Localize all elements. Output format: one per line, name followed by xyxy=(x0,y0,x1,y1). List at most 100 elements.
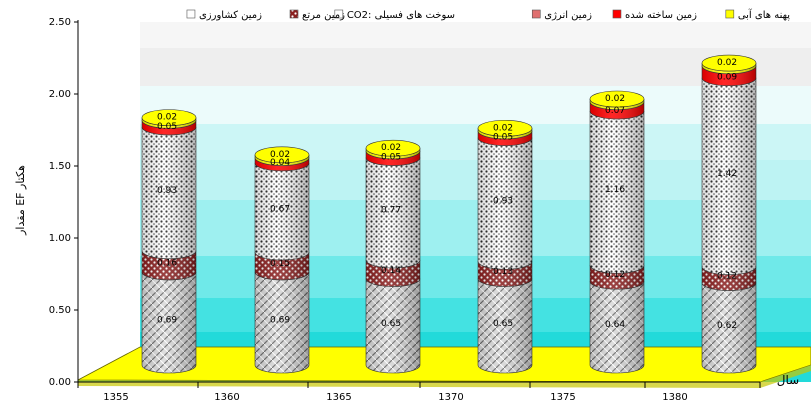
legend-label: پهنه های آبی xyxy=(738,8,790,21)
data-label: 0.13 xyxy=(493,267,513,277)
legend-item: زمین انرژی xyxy=(531,9,592,21)
segment-shade xyxy=(255,157,309,171)
data-label: 0.93 xyxy=(157,186,177,196)
legend-label: زمین ساخته شده xyxy=(625,10,697,21)
data-label: 0.05 xyxy=(493,133,513,143)
segment-shade xyxy=(590,281,644,373)
cylinder-1355: 0.69 0.16 0.93 0.050.02 xyxy=(141,109,197,374)
x-tick-label: 1380 xyxy=(662,392,687,403)
x-tick-label: 1375 xyxy=(550,392,575,403)
cylinder-1380: 0.62 0.12 1.42 0.09 0.02 xyxy=(701,54,757,374)
x-tick-label: 1370 xyxy=(438,392,463,403)
y-axis-ticks: 0.00 0.50 1.00 1.50 2.00 2.50 xyxy=(49,17,78,388)
segment-shade xyxy=(478,137,532,270)
y-tick-label: 2.00 xyxy=(49,89,71,100)
x-axis-label: سال xyxy=(777,373,799,387)
segment-shade xyxy=(702,63,756,74)
segment-shade xyxy=(366,278,420,373)
legend-label: زمین کشاورزی xyxy=(199,10,262,21)
data-label: 1.42 xyxy=(717,169,737,179)
segment-shade xyxy=(702,77,756,275)
data-label: 0.14 xyxy=(381,266,401,276)
data-label: 0.07 xyxy=(605,106,625,116)
cylinder-cap xyxy=(254,146,310,164)
data-label: 0.62 xyxy=(717,321,737,331)
segment-shade xyxy=(142,117,196,129)
data-label: 0.02 xyxy=(717,58,737,68)
segment-shade xyxy=(702,65,756,86)
y-axis-label: مقدار EF هکتار xyxy=(14,165,27,236)
cylinder-cap xyxy=(477,119,533,137)
segment-shade xyxy=(142,271,196,373)
y-tick-label: 1.00 xyxy=(49,233,71,244)
y-tick-label: 1.50 xyxy=(49,161,71,172)
legend-item: CO2: سوخت های فسیلی xyxy=(334,9,455,21)
cylinder-cap xyxy=(365,139,421,157)
legend-swatch xyxy=(186,9,196,19)
legend-swatch xyxy=(334,9,344,19)
data-label: 0.65 xyxy=(381,319,401,329)
x-axis-ticks: 1355 1360 1365 1370 1375 1380 xyxy=(77,382,761,403)
y-tick-label: 0.50 xyxy=(49,305,71,316)
data-label: 0.12 xyxy=(717,272,737,282)
data-label: 0.93 xyxy=(493,196,513,206)
segment-shade xyxy=(702,282,756,373)
cylinder-1375: 0.64 0.12 1.16 0.07 0.02 xyxy=(589,90,645,374)
data-label: 0.67 xyxy=(270,204,290,214)
legend-swatch xyxy=(612,9,622,19)
data-label: 0.09 xyxy=(717,73,737,83)
data-label: 0.77 xyxy=(381,206,401,216)
legend-swatch xyxy=(289,9,299,19)
cylinder-cap xyxy=(589,90,645,108)
segment-shade xyxy=(478,130,532,146)
data-label: 0.04 xyxy=(270,158,290,168)
y-tick-label: 0.00 xyxy=(49,377,71,388)
data-label: 0.69 xyxy=(157,315,177,325)
y-tick-label: 2.50 xyxy=(49,17,71,28)
cylinders: 0.690.160.930.050.020.690.150.670.040.02… xyxy=(141,54,757,374)
data-label: 0.16 xyxy=(157,258,177,268)
x-tick-label: 1365 xyxy=(326,392,351,403)
segment-shade xyxy=(142,120,196,135)
legend-swatch xyxy=(531,9,541,19)
legend-item: زمین کشاورزی xyxy=(186,9,262,21)
data-label: 0.65 xyxy=(493,319,513,329)
legend-label: زمین مرتع xyxy=(302,10,345,21)
data-label: 0.02 xyxy=(493,123,513,133)
x-tick-label: 1360 xyxy=(214,392,239,403)
data-label: 0.02 xyxy=(605,94,625,104)
cylinder-1365: 0.65 0.14 0.77 0.050.02 xyxy=(365,139,421,374)
legend-label: CO2: سوخت های فسیلی xyxy=(347,10,455,21)
legend-item: پهنه های آبی xyxy=(725,8,790,21)
segment-shade xyxy=(142,250,196,280)
segment-shade xyxy=(142,126,196,259)
cylinder-cap xyxy=(701,54,757,72)
segment-shade xyxy=(478,128,532,139)
segment-shade xyxy=(366,157,420,268)
data-label: 0.02 xyxy=(270,150,290,160)
segment-shade xyxy=(255,162,309,260)
segment-shade xyxy=(590,99,644,110)
chart-side-wall xyxy=(78,20,140,380)
legend-item: زمین مرتع xyxy=(289,9,345,21)
cylinder-cap xyxy=(141,109,197,126)
legend: پهنه های آبی زمین ساخته شده زمین انرژی CO2:… xyxy=(186,8,790,21)
data-label: 0.02 xyxy=(157,113,177,123)
cylinder-1360: 0.69 0.15 0.67 0.040.02 xyxy=(254,146,310,374)
cylinder-1370: 0.65 0.13 0.93 0.050.02 xyxy=(477,119,533,374)
segment-shade xyxy=(255,154,309,166)
segment-shade xyxy=(590,265,644,290)
segment-shade xyxy=(478,261,532,287)
segment-shade xyxy=(255,271,309,373)
data-label: 0.05 xyxy=(157,122,177,132)
data-label: 0.12 xyxy=(605,270,625,280)
data-label: 0.02 xyxy=(381,143,401,153)
segment-shade xyxy=(366,148,420,159)
data-label: 1.16 xyxy=(605,185,625,195)
data-label: 0.69 xyxy=(270,315,290,325)
segment-shade xyxy=(702,266,756,291)
data-label: 0.64 xyxy=(605,320,625,330)
legend-item: زمین ساخته شده xyxy=(612,9,697,21)
